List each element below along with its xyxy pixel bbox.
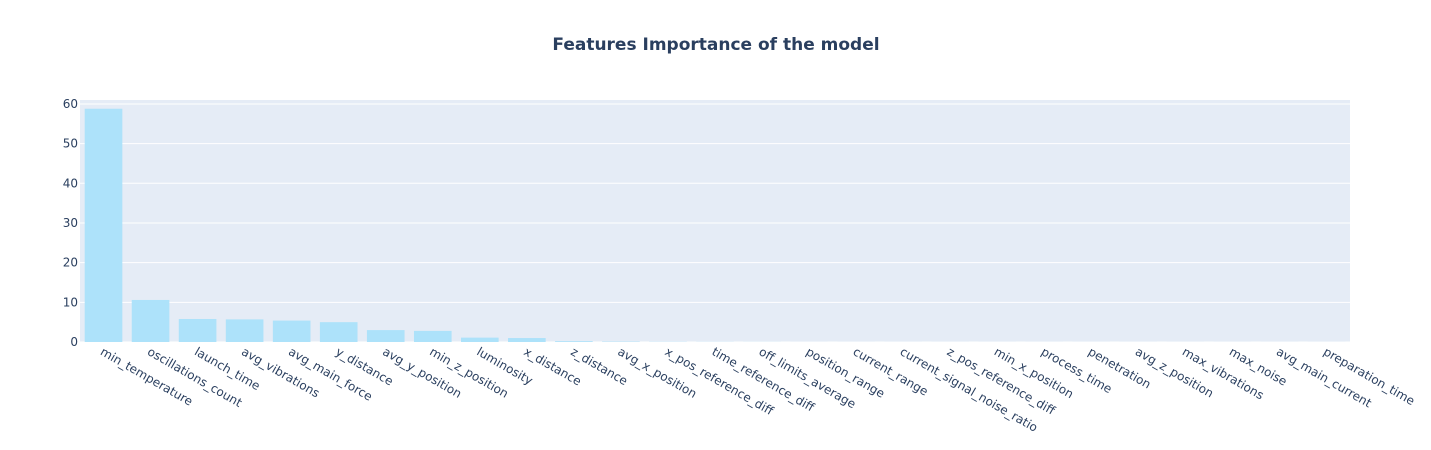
bar-x_distance[interactable] [508, 338, 546, 342]
gridlines [80, 103, 1350, 343]
y-tick-label: 10 [63, 295, 78, 309]
bar-avg_y_position[interactable] [366, 330, 405, 342]
y-tick-label: 0 [70, 335, 78, 349]
x-tick-label: avg_main_force [286, 344, 375, 403]
bar-min_z_position[interactable] [413, 330, 452, 342]
y-tick-label: 60 [63, 97, 78, 111]
x-tick-label: min_z_position [427, 344, 511, 400]
x-tick-label: avg_z_position [1133, 344, 1216, 400]
bars [84, 108, 1346, 342]
bar-y_distance[interactable] [319, 322, 358, 342]
bar-z_distance[interactable] [555, 341, 593, 342]
x-tick-label: avg_y_position [380, 344, 464, 400]
bar-launch_time[interactable] [178, 318, 217, 342]
y-tick-label: 30 [63, 216, 78, 230]
bar-avg_main_force[interactable] [272, 320, 311, 342]
x-tick-label: avg_x_position [615, 344, 699, 400]
plot-area [80, 100, 1350, 342]
bar-luminosity[interactable] [461, 337, 499, 342]
bar-min_temperature[interactable] [84, 108, 123, 342]
x-tick-label: max_vibrations [1180, 344, 1266, 402]
bar-oscillations_count[interactable] [131, 299, 170, 342]
y-tick-label: 20 [63, 256, 78, 270]
chart-title: Features Importance of the model [552, 35, 879, 55]
y-tick-label: 50 [63, 137, 78, 151]
y-tick-label: 40 [63, 176, 78, 190]
bar-avg_vibrations[interactable] [225, 319, 264, 342]
x-axis-ticks: min_temperatureoscillations_countlaunch_… [98, 344, 1417, 434]
y-axis-ticks: 0 10 20 30 40 50 60 [63, 97, 78, 349]
